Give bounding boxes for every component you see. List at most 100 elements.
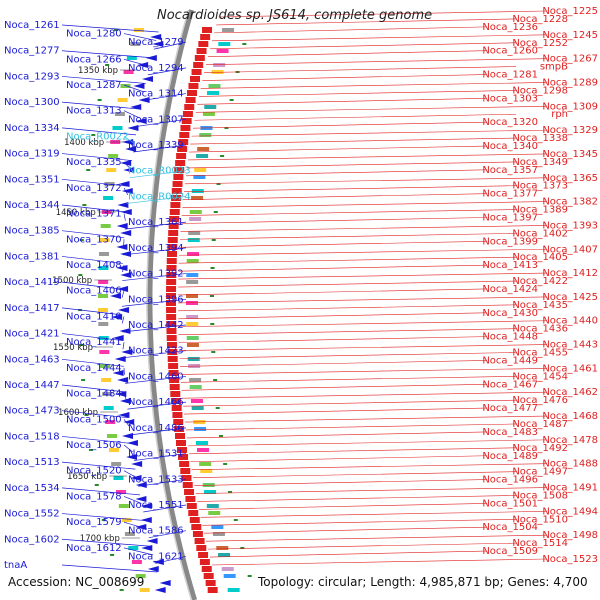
reverse-gene <box>166 293 177 299</box>
gc-marker <box>210 295 215 297</box>
cog-block <box>108 448 119 452</box>
right-gene-label: Noca_1478 <box>542 435 598 446</box>
gc-marker <box>228 491 233 493</box>
forward-gene <box>135 496 147 502</box>
cog-block <box>135 574 146 578</box>
left-gene-label: tnaA <box>4 560 27 571</box>
right-leader-line <box>214 26 487 34</box>
left-leader-line <box>61 127 137 136</box>
forward-gene <box>121 188 133 194</box>
right-gene-label: Noca_1430 <box>482 308 538 319</box>
right-gene-label: Noca_1228 <box>512 14 568 25</box>
left-leader-line <box>61 230 125 239</box>
right-gene-label: Noca_1405 <box>512 252 568 263</box>
forward-gene <box>131 461 143 467</box>
reverse-gene <box>192 531 203 537</box>
right-leader-line <box>191 463 547 470</box>
reverse-gene <box>169 377 180 383</box>
reverse-gene <box>187 90 198 96</box>
reverse-gene <box>180 125 191 131</box>
cog-block <box>194 427 207 431</box>
left-leader-line <box>133 453 187 461</box>
left-leader-line <box>123 136 135 144</box>
cog-block <box>98 322 109 326</box>
right-gene-label: Noca_1454 <box>512 371 568 382</box>
gc-marker <box>213 379 218 381</box>
left-gene-label: Noca_1361 <box>128 217 184 228</box>
reverse-gene <box>180 468 191 474</box>
cog-block <box>190 399 203 403</box>
cog-block <box>107 434 118 438</box>
right-leader-line <box>200 82 547 89</box>
forward-gene <box>123 167 135 173</box>
right-leader-line <box>180 368 547 375</box>
forward-gene <box>120 230 132 236</box>
right-gene-label: Noca_1422 <box>512 276 568 287</box>
right-gene-label: Noca_1510 <box>512 514 568 525</box>
genome-summary: Topology: circular; Length: 4,985,871 bp… <box>258 575 588 589</box>
right-gene-label: Noca_1498 <box>542 530 598 541</box>
cog-block <box>204 105 217 109</box>
gc-marker <box>215 407 220 409</box>
left-gene-label: Noca_1410 <box>66 311 122 322</box>
right-gene-label: Noca_1382 <box>542 197 598 208</box>
right-gene-label: Noca_1483 <box>482 427 538 438</box>
cog-block <box>227 588 240 592</box>
right-leader-line <box>184 185 517 193</box>
forward-gene <box>159 580 171 586</box>
cog-block <box>134 28 145 32</box>
left-leader-line <box>123 33 157 41</box>
right-gene-label: Noca_1345 <box>542 149 598 160</box>
right-leader-line <box>181 209 517 216</box>
gc-marker <box>79 239 84 241</box>
cog-block <box>128 546 139 550</box>
right-leader-line <box>178 312 487 320</box>
cog-block <box>222 28 235 32</box>
left-leader-line <box>121 316 125 324</box>
right-gene-label: Noca_1320 <box>482 117 538 128</box>
reverse-gene <box>166 286 177 292</box>
forward-gene <box>111 314 123 320</box>
forward-gene <box>121 349 133 355</box>
reverse-gene <box>170 398 181 404</box>
left-gene-label: Noca_1621 <box>128 551 184 562</box>
right-leader-line <box>195 106 547 113</box>
left-gene-label: Noca_1334 <box>4 123 60 134</box>
reverse-gene <box>176 447 187 453</box>
left-gene-label: Noca_1351 <box>4 174 60 185</box>
gc-marker <box>97 99 102 101</box>
cog-block <box>99 238 110 242</box>
left-leader-line <box>123 161 132 170</box>
cog-block <box>126 56 137 60</box>
reverse-gene <box>167 251 178 257</box>
right-leader-line <box>178 264 487 272</box>
forward-gene <box>140 517 152 523</box>
reverse-gene <box>166 279 177 285</box>
right-gene-label: Noca_1467 <box>482 379 538 390</box>
right-leader-line <box>178 304 517 312</box>
reverse-gene <box>166 307 177 313</box>
right-gene-label: Noca_1488 <box>542 459 598 470</box>
left-leader-line <box>126 196 187 204</box>
left-leader-line <box>127 401 187 410</box>
right-gene-label: Noca_1225 <box>542 6 598 17</box>
left-gene-label: Noca_1460 <box>128 371 184 382</box>
reverse-gene <box>175 440 186 446</box>
reverse-gene <box>172 181 183 187</box>
right-gene-label: Noca_1436 <box>512 324 568 335</box>
reverse-gene <box>203 573 214 579</box>
gc-marker <box>81 379 86 381</box>
right-leader-line <box>178 288 487 296</box>
left-leader-line <box>122 273 187 281</box>
gc-marker <box>86 169 91 171</box>
reverse-gene <box>198 41 209 47</box>
reverse-gene <box>177 146 188 152</box>
left-leader-line <box>61 461 136 470</box>
cog-block <box>223 574 236 578</box>
cog-block <box>200 469 213 473</box>
cog-block <box>191 189 204 193</box>
cog-block <box>98 294 109 298</box>
right-gene-label: Noca_1338 <box>512 133 568 144</box>
right-gene-label: smpB <box>540 62 568 73</box>
left-leader-line <box>155 556 187 564</box>
